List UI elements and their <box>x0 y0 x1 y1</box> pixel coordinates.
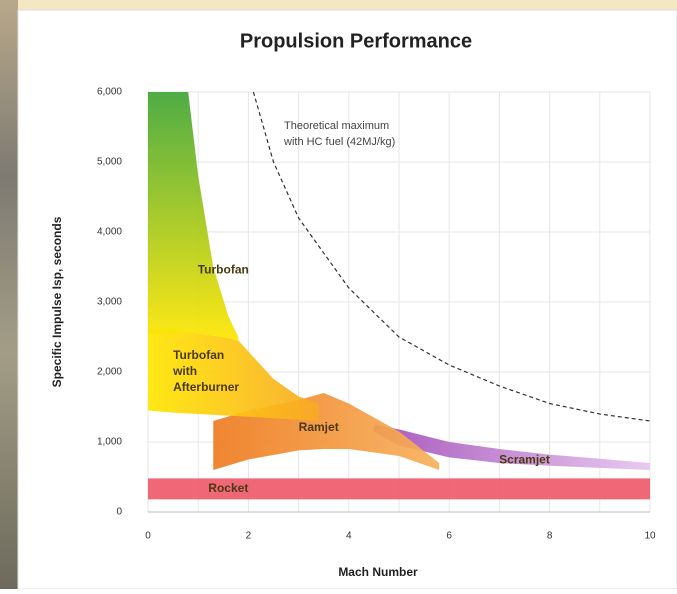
y-tick-label: 5,000 <box>97 157 122 168</box>
y-tick-label: 6,000 <box>97 87 122 98</box>
region-label: Scramjet <box>499 452 550 466</box>
photo-strip <box>0 0 18 589</box>
x-tick-label: 8 <box>547 531 553 542</box>
chart: Propulsion Performance Mach Number Speci… <box>0 0 677 589</box>
region-label: Turbofan <box>198 263 249 277</box>
x-tick-label: 4 <box>346 531 352 542</box>
y-tick-label: 2,000 <box>97 367 122 378</box>
region-label: Ramjet <box>299 420 339 434</box>
annotation: Theoretical maximum <box>284 120 389 132</box>
y-tick-label: 1,000 <box>97 437 122 448</box>
y-tick-label: 4,000 <box>97 227 122 238</box>
y-axis-label: Specific Impulse Isp, seconds <box>50 216 64 387</box>
x-tick-label: 0 <box>145 531 151 542</box>
annotation: with HC fuel (42MJ/kg) <box>283 136 395 148</box>
region-label: Rocket <box>208 481 248 495</box>
chart-title: Propulsion Performance <box>240 30 472 52</box>
x-tick-label: 10 <box>644 531 656 542</box>
x-tick-label: 6 <box>446 531 452 542</box>
y-tick-label: 0 <box>116 507 122 518</box>
x-tick-label: 2 <box>246 531 252 542</box>
x-axis-label: Mach Number <box>338 565 418 579</box>
y-tick-label: 3,000 <box>97 297 122 308</box>
